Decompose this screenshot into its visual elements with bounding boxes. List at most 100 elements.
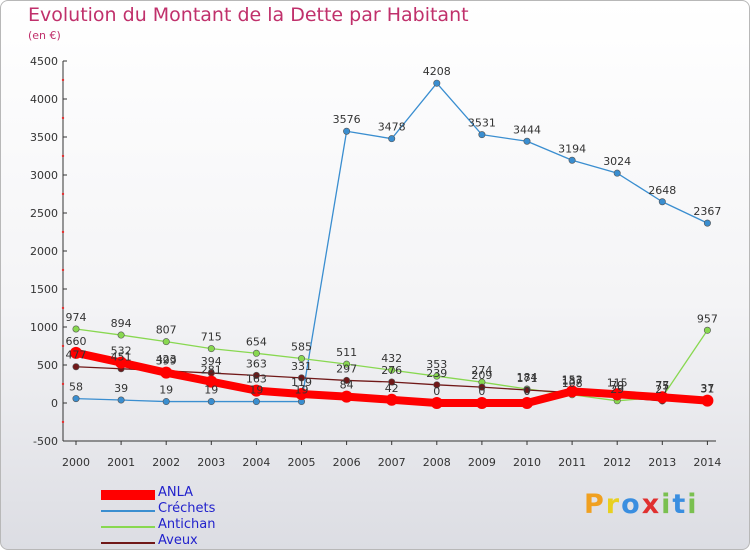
data-point [523,386,531,394]
legend-swatch [101,510,155,512]
data-label: 19 [295,384,309,397]
data-label: 115 [607,376,628,389]
data-label: 119 [291,376,312,389]
data-label: 171 [517,372,538,385]
data-label: 276 [381,364,402,377]
data-label: 363 [246,357,267,370]
data-label: 19 [204,384,218,397]
y-minor-tick [61,192,65,196]
y-tick-label: 1000 [30,321,58,334]
y-minor-tick [61,230,65,234]
data-point [297,355,305,363]
data-label: 3024 [603,155,631,168]
data-point [250,384,263,397]
data-point [343,127,351,135]
data-point [433,79,441,87]
data-point [117,396,125,404]
data-label: 42 [385,382,399,395]
data-point [252,349,260,357]
data-label: 0 [433,385,440,398]
data-label: 511 [336,346,357,359]
data-point [115,356,128,369]
data-point [72,395,80,403]
data-point [475,397,488,409]
x-tick-label: 2007 [378,456,406,469]
data-label: 894 [111,317,132,330]
data-label: 27 [655,383,669,396]
y-tick-label: 3500 [30,131,58,144]
data-point [205,375,218,388]
y-tick-label: 1500 [30,283,58,296]
data-label: 3576 [333,113,361,126]
chart-subtitle: (en €) [28,29,61,42]
y-tick-label: 500 [37,359,58,372]
data-point [388,366,396,374]
data-point [433,381,441,389]
data-label: 79 [610,379,624,392]
data-label: 84 [340,379,354,392]
data-label: 394 [201,355,222,368]
data-point [162,398,170,406]
logo-letter: P [584,489,606,520]
x-tick-label: 2011 [558,456,586,469]
y-minor-tick [61,154,65,158]
data-label: 108 [562,377,583,390]
y-minor-tick [61,382,65,386]
data-point [297,374,305,382]
logo-letter: o [621,489,642,520]
data-point [162,338,170,346]
data-label: 399 [156,355,177,368]
x-tick-label: 2004 [242,456,270,469]
y-tick-label: -500 [33,435,58,448]
data-label: 75 [655,379,669,392]
data-point [388,378,396,386]
x-tick-label: 2014 [693,456,721,469]
x-tick-label: 2008 [423,456,451,469]
data-label: 19 [159,384,173,397]
data-label: 209 [471,369,492,382]
x-tick-label: 2001 [107,456,135,469]
y-tick-label: 4000 [30,93,58,106]
data-label: 353 [426,358,447,371]
data-label: 3478 [378,121,406,134]
data-label: 39 [114,382,128,395]
y-tick-label: 3000 [30,169,58,182]
data-point [252,371,260,379]
data-point [343,376,351,384]
y-tick-label: 2000 [30,245,58,258]
data-point [72,363,80,371]
y-minor-tick [61,420,65,424]
data-label: 281 [201,364,222,377]
data-label: 451 [111,351,132,364]
legend-swatch [101,490,155,500]
data-point [385,393,398,406]
data-point [658,198,666,206]
y-tick-label: 2500 [30,207,58,220]
x-tick-label: 2009 [468,456,496,469]
y-tick-label: 0 [51,397,58,410]
data-point [117,331,125,339]
data-point [566,385,579,398]
data-point [207,345,215,353]
data-point [478,131,486,139]
data-point [295,387,308,400]
data-label: 585 [291,341,312,354]
y-minor-tick [61,268,65,272]
data-label: 137 [562,375,583,388]
data-label: 58 [69,381,83,394]
logo-letter: i [687,489,699,520]
data-point [72,325,80,333]
y-minor-tick [61,306,65,310]
x-tick-label: 2000 [62,456,90,469]
x-tick-label: 2010 [513,456,541,469]
data-label: 29 [610,383,624,396]
data-label: 239 [426,367,447,380]
x-tick-label: 2002 [152,456,180,469]
x-tick-label: 2012 [603,456,631,469]
data-label: 4208 [423,65,451,78]
y-minor-tick [61,344,65,348]
x-tick-label: 2003 [197,456,225,469]
data-label: 153 [562,373,583,386]
legend-label: Créchets [158,501,216,516]
